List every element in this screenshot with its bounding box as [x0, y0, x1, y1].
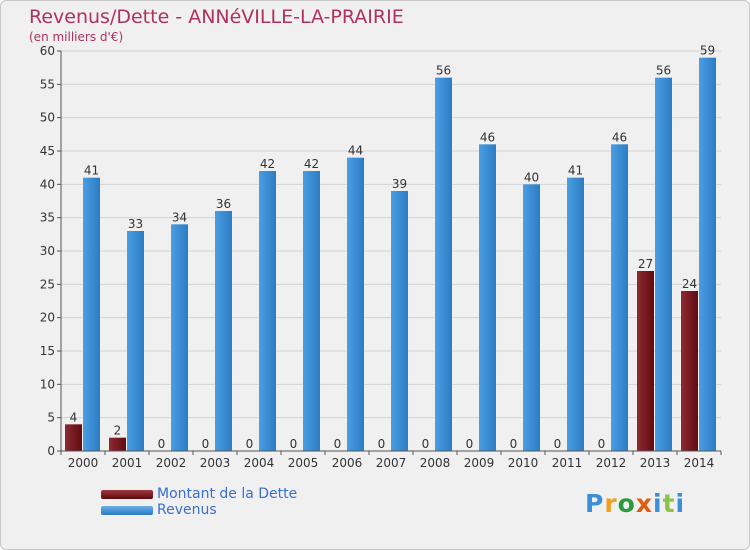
bar-revenue-2002: [171, 224, 188, 451]
x-axis-ticks: 2000 2001 2002 2003 2004 2005 2006 2007 2008 2009…: [60, 450, 722, 470]
data-label-revenue-2002: 34: [172, 210, 187, 224]
data-label-revenue-2006: 44: [348, 144, 363, 158]
data-label-revenue-2010: 40: [524, 170, 539, 184]
legend-label-revenue: Revenus: [157, 502, 217, 518]
x-tick-label: 2008: [420, 456, 451, 470]
data-label-revenue-2001: 33: [128, 217, 143, 231]
data-label-revenue-2000: 41: [84, 164, 99, 178]
bars: [65, 57, 716, 452]
legend-label-debt: Montant de la Dette: [157, 486, 298, 502]
logo-letter: r: [604, 489, 618, 518]
data-label-debt-2014: 24: [682, 277, 697, 291]
bar-revenue-2004: [259, 171, 276, 451]
logo-letter: o: [617, 489, 636, 518]
data-label-debt-2012: 0: [598, 437, 606, 451]
data-label-revenue-2012: 46: [612, 130, 627, 144]
y-tick-label: 60: [40, 44, 55, 58]
x-tick-label: 2011: [552, 456, 583, 470]
y-tick-label: 5: [47, 411, 55, 425]
y-axis-ticks: 0 5 10 15 20 25 30 35 40 45 50 55 60: [40, 44, 62, 458]
data-label-debt-2013: 27: [638, 257, 653, 271]
bar-revenue-2013: [655, 77, 672, 452]
x-tick-label: 2009: [464, 456, 495, 470]
data-label-revenue-2007: 39: [392, 177, 407, 191]
data-label-debt-2006: 0: [334, 437, 342, 451]
y-tick-label: 40: [40, 177, 55, 191]
bar-revenue-2014: [699, 57, 716, 452]
data-label-revenue-2011: 41: [568, 164, 583, 178]
bar-revenue-2008: [435, 77, 452, 452]
bar-debt-2000: [65, 424, 82, 451]
data-label-debt-2004: 0: [246, 437, 254, 451]
data-label-revenue-2013: 56: [656, 64, 671, 78]
x-tick-label: 2001: [112, 456, 143, 470]
data-label-debt-2002: 0: [158, 437, 166, 451]
data-label-debt-2001: 2: [114, 424, 122, 438]
x-tick-label: 2006: [332, 456, 363, 470]
logo-letter: P: [585, 489, 605, 518]
data-label-revenue-2014: 59: [700, 44, 715, 58]
bar-debt-2001: [109, 437, 126, 451]
proxiti-logo: Proxiti: [585, 489, 685, 518]
x-tick-label: 2013: [640, 456, 671, 470]
data-label-debt-2009: 0: [466, 437, 474, 451]
x-tick-label: 2010: [508, 456, 539, 470]
legend-swatch-revenue: [101, 506, 153, 515]
x-tick-label: 2007: [376, 456, 407, 470]
data-labels: 4 41 2 33 0 34 0 36 0 42 0 42 0 44 0 39 0 56 0 46 0 40 0 41 0 46 2…: [70, 44, 715, 451]
bar-revenue-2009: [479, 144, 496, 452]
y-tick-label: 45: [40, 144, 55, 158]
x-tick-label: 2014: [684, 456, 715, 470]
bar-revenue-2005: [303, 171, 320, 451]
bar-revenue-2006: [347, 157, 364, 451]
x-tick-label: 2003: [200, 456, 231, 470]
bar-revenue-2012: [611, 144, 628, 452]
bar-debt-2014: [681, 291, 698, 451]
y-tick-label: 55: [40, 77, 55, 91]
bar-revenue-2000: [83, 177, 100, 451]
data-label-revenue-2004: 42: [260, 157, 275, 171]
bar-debt-2013: [637, 271, 654, 451]
y-tick-label: 25: [40, 277, 55, 291]
bar-revenue-2003: [215, 211, 232, 451]
logo-letter: x: [635, 489, 653, 518]
y-tick-label: 20: [40, 311, 55, 325]
legend-swatch-debt: [101, 490, 153, 499]
x-tick-label: 2002: [156, 456, 187, 470]
y-tick-label: 35: [40, 211, 55, 225]
chart-title: Revenus/Dette - ANNéVILLE-LA-PRAIRIE: [29, 6, 404, 28]
bar-revenue-2011: [567, 177, 584, 451]
y-tick-label: 30: [40, 244, 55, 258]
y-tick-label: 0: [47, 444, 55, 458]
x-tick-label: 2004: [244, 456, 275, 470]
logo-letter: i: [653, 489, 663, 518]
data-label-revenue-2003: 36: [216, 197, 231, 211]
data-label-debt-2011: 0: [554, 437, 562, 451]
data-label-revenue-2009: 46: [480, 130, 495, 144]
data-label-debt-2010: 0: [510, 437, 518, 451]
x-tick-label: 2012: [596, 456, 627, 470]
y-tick-label: 15: [40, 344, 55, 358]
y-tick-label: 10: [40, 377, 55, 391]
data-label-debt-2003: 0: [202, 437, 210, 451]
bar-revenue-2007: [391, 191, 408, 451]
data-label-debt-2005: 0: [290, 437, 298, 451]
data-label-revenue-2005: 42: [304, 157, 319, 171]
data-label-debt-2008: 0: [422, 437, 430, 451]
x-tick-label: 2005: [288, 456, 319, 470]
logo-letter: i: [675, 489, 686, 518]
data-label-debt-2000: 4: [70, 410, 78, 424]
data-label-revenue-2008: 56: [436, 64, 451, 78]
chart-subtitle: (en milliers d'€): [29, 30, 124, 44]
logo-letter: t: [662, 489, 676, 518]
bar-revenue-2001: [127, 231, 144, 451]
data-label-debt-2007: 0: [378, 437, 386, 451]
x-tick-label: 2000: [68, 456, 99, 470]
y-tick-label: 50: [40, 111, 55, 125]
bar-revenue-2010: [523, 184, 540, 452]
